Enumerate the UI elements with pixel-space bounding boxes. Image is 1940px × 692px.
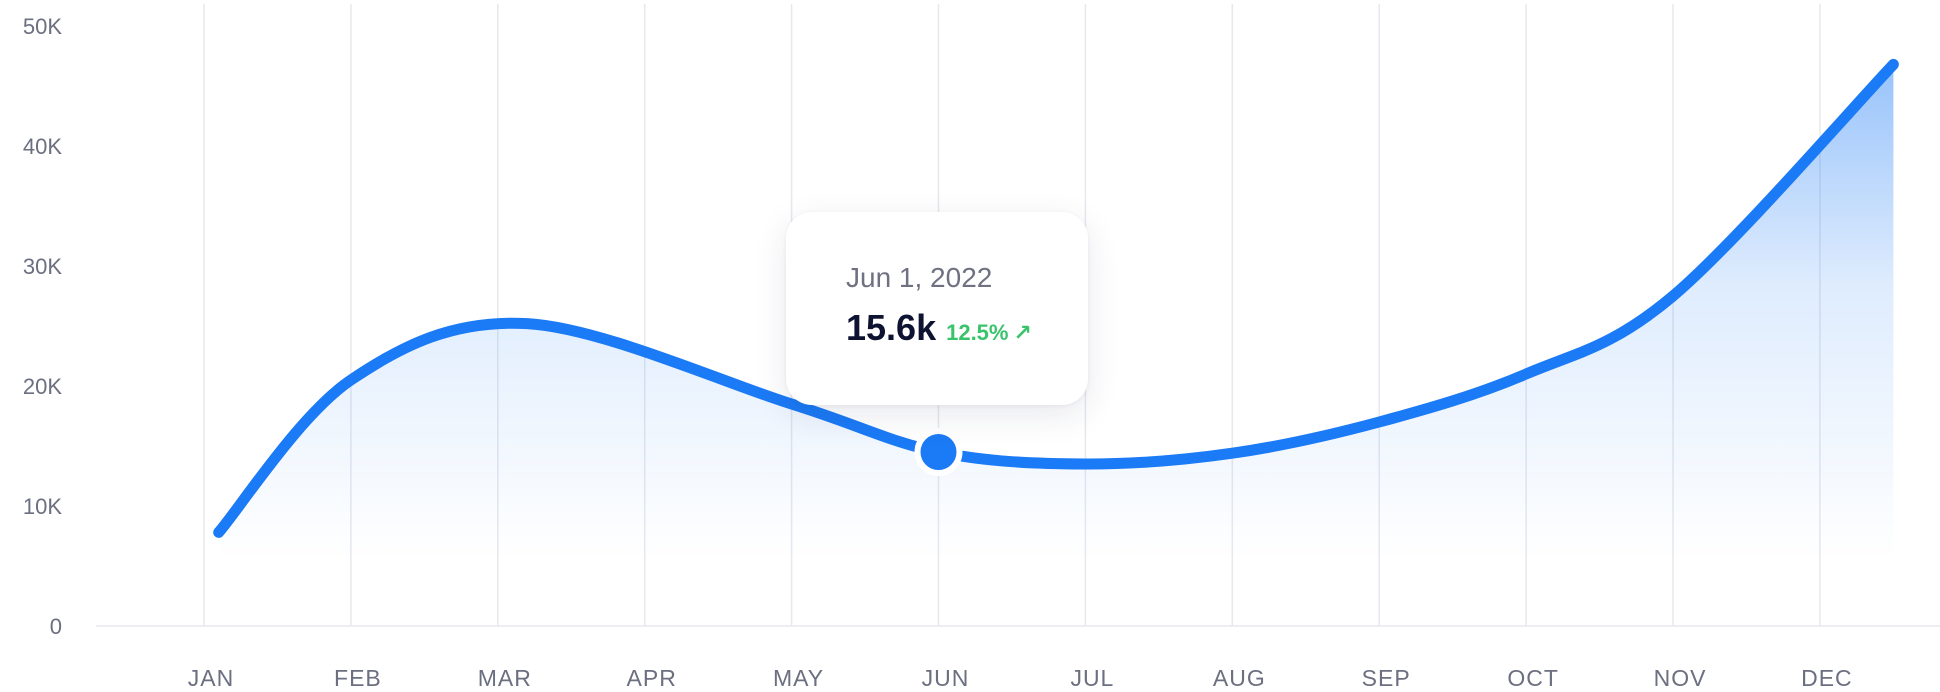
series-area (218, 64, 1894, 561)
x-tick-label: NOV (1654, 665, 1707, 691)
x-tick-label: JUL (1070, 665, 1114, 691)
tooltip-card: Jun 1, 2022 15.6k 12.5% ↗ (786, 212, 1088, 405)
x-tick-label: SEP (1362, 665, 1411, 691)
tooltip-value: 15.6k (846, 307, 937, 348)
highlight-point[interactable] (914, 428, 963, 476)
y-tick-label: 50K (23, 14, 62, 39)
x-tick-label: MAY (773, 665, 824, 691)
y-tick-label: 0 (50, 614, 62, 639)
y-tick-label: 40K (23, 134, 62, 159)
y-tick-label: 30K (23, 254, 62, 279)
x-tick-label: JAN (188, 665, 234, 691)
x-tick-label: OCT (1507, 665, 1559, 691)
x-tick-label: DEC (1801, 665, 1853, 691)
x-tick-label: AUG (1213, 665, 1266, 691)
y-tick-label: 10K (23, 494, 62, 519)
y-tick-label: 20K (23, 374, 62, 399)
x-tick-label: APR (627, 665, 677, 691)
tooltip-change: 12.5% (946, 320, 1009, 345)
x-tick-label: MAR (478, 665, 532, 691)
tooltip-value-row: 15.6k 12.5% ↗ (846, 307, 1088, 349)
x-tick-label: JUN (922, 665, 970, 691)
y-axis: 0 10K 20K 30K 40K 50K (23, 14, 62, 639)
tooltip-date: Jun 1, 2022 (846, 262, 993, 293)
series-line (213, 58, 1899, 538)
x-tick-label: FEB (334, 665, 382, 691)
x-axis: JAN FEB MAR APR MAY JUN JUL AUG SEP OCT NOV DEC (188, 665, 1853, 691)
arrow-up-right-icon: ↗ (1013, 320, 1032, 345)
